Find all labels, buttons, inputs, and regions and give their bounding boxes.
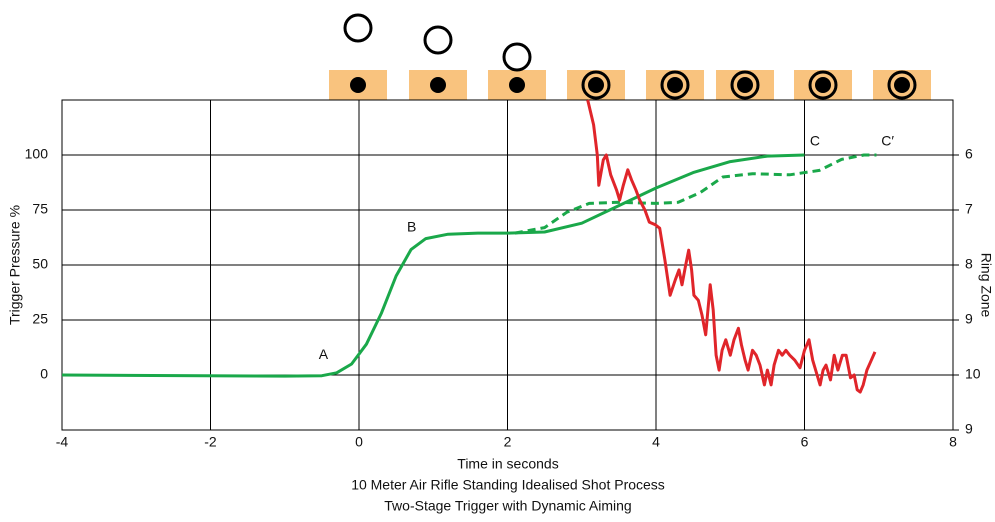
aim-dot xyxy=(815,77,831,93)
y2-tick-label: 9 xyxy=(965,421,973,437)
y-tick-label: 75 xyxy=(32,201,48,217)
x-tick-label: -4 xyxy=(56,434,69,450)
y2-tick-label: 10 xyxy=(965,366,981,382)
line-series xyxy=(515,155,877,233)
line-series xyxy=(62,155,805,376)
x-tick-label: 6 xyxy=(801,434,809,450)
aim-ring xyxy=(345,15,371,41)
chart-subtitle: Two-Stage Trigger with Dynamic Aiming xyxy=(384,498,631,514)
aim-ring xyxy=(504,44,530,70)
annotation: C′ xyxy=(881,133,894,149)
y2-tick-label: 6 xyxy=(965,146,973,162)
aim-dot xyxy=(430,77,446,93)
chart: Time in seconds 10 Meter Air Rifle Stand… xyxy=(0,0,995,522)
chart-title: 10 Meter Air Rifle Standing Idealised Sh… xyxy=(351,477,665,493)
aim-dot xyxy=(737,77,753,93)
y2-axis-label: Ring Zone xyxy=(978,253,994,318)
y-tick-label: 100 xyxy=(25,146,49,162)
y2-tick-label: 9 xyxy=(965,311,973,327)
annotation: B xyxy=(407,218,416,234)
annotation: A xyxy=(319,346,329,362)
y2-tick-label: 8 xyxy=(965,256,973,272)
y2-tick-label: 7 xyxy=(965,201,973,217)
line-series xyxy=(588,100,875,392)
aim-icons xyxy=(329,15,931,100)
x-tick-label: 4 xyxy=(652,434,660,450)
y-tick-label: 25 xyxy=(32,311,48,327)
y-axis-label: Trigger Pressure % xyxy=(7,205,23,325)
x-tick-label: 0 xyxy=(355,434,363,450)
y-tick-label: 50 xyxy=(32,256,48,272)
x-tick-label: 8 xyxy=(949,434,957,450)
aim-dot xyxy=(667,77,683,93)
aim-dot xyxy=(588,77,604,93)
aim-ring xyxy=(425,27,451,53)
annotation: C xyxy=(810,133,820,149)
aim-dot xyxy=(894,77,910,93)
aim-dot xyxy=(350,77,366,93)
x-tick-label: -2 xyxy=(204,434,217,450)
y-tick-label: 0 xyxy=(40,366,48,382)
aim-dot xyxy=(509,77,525,93)
x-axis-label: Time in seconds xyxy=(457,456,558,472)
x-tick-label: 2 xyxy=(504,434,512,450)
